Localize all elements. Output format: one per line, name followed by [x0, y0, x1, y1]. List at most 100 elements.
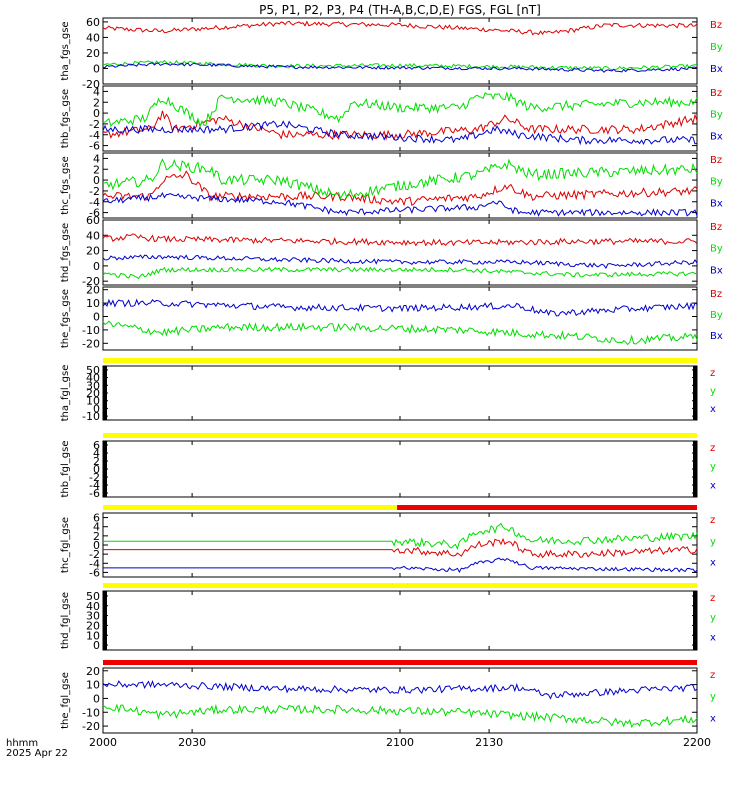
y-tick-label: 2 — [93, 163, 100, 176]
y-tick-label: 4 — [93, 521, 100, 534]
y-tick-label: 10 — [86, 297, 100, 310]
x-tick-label: 2200 — [683, 736, 711, 749]
y-tick-label: 2 — [93, 530, 100, 543]
y-tick-label: 20 — [86, 47, 100, 60]
y-tick-label: 20 — [86, 619, 100, 632]
legend-By: By — [710, 310, 723, 321]
series-line-Bx — [102, 120, 698, 146]
y-tick-label: -4 — [89, 196, 100, 209]
legend-y: y — [710, 613, 716, 624]
series-line-By — [102, 91, 698, 128]
series-line-y — [102, 703, 698, 729]
y-tick-label: 0 — [93, 639, 100, 652]
legend-x: x — [710, 480, 716, 491]
series-line-By — [102, 266, 698, 280]
series-line-Bx — [102, 192, 698, 217]
y-tick-label: -2 — [89, 185, 100, 198]
panel-frame — [102, 365, 698, 421]
y-tick-label: 40 — [86, 372, 100, 385]
y-tick-label: 50 — [86, 590, 100, 603]
legend-y: y — [710, 462, 716, 473]
y-tick-label: 2 — [93, 96, 100, 109]
legend-By: By — [710, 110, 723, 121]
status-bar — [103, 433, 697, 438]
y-tick-label: -2 — [89, 471, 100, 484]
x-tick-label: 2030 — [178, 736, 206, 749]
legend-x: x — [710, 404, 716, 415]
x-tick-label: 2000 — [89, 736, 117, 749]
y-tick-label: 30 — [86, 379, 100, 392]
y-tick-label: 40 — [86, 31, 100, 44]
panel-ylabel: the_fgl_gse — [60, 672, 71, 729]
series-line-x — [103, 557, 698, 574]
status-bar — [103, 660, 697, 665]
y-tick-label: 6 — [93, 512, 100, 525]
y-tick-label: 2 — [93, 455, 100, 468]
legend-y: y — [710, 692, 716, 703]
legend-Bx: Bx — [710, 331, 723, 342]
y-tick-label: -10 — [82, 324, 100, 337]
y-tick-label: 20 — [86, 387, 100, 400]
y-tick-label: -20 — [82, 720, 100, 733]
footer-label-hhmm: hhmm — [6, 738, 38, 749]
status-bar — [103, 583, 697, 588]
x-axis: 2000 2030 2100 2130 2200 — [89, 736, 711, 749]
y-tick-label: -4 — [89, 557, 100, 570]
panel-ylabel: the_fgs_gse — [60, 289, 71, 348]
series-line-Bz — [102, 170, 698, 207]
y-tick-label: -6 — [89, 207, 100, 220]
y-tick-label: -10 — [82, 410, 100, 423]
legend-y: y — [710, 386, 716, 397]
y-tick-label: -20 — [82, 78, 100, 91]
y-tick-label: -10 — [82, 706, 100, 719]
y-tick-label: 20 — [86, 284, 100, 297]
series-line-Bx — [102, 254, 698, 269]
series-line-Bx — [102, 298, 698, 317]
panel-frame — [102, 440, 698, 498]
legend-By: By — [710, 244, 723, 255]
panel-ylabel: tha_fgl_gse — [60, 365, 71, 422]
y-tick-label: 60 — [86, 214, 100, 227]
y-tick-label: 0 — [93, 174, 100, 187]
legend-Bz: Bz — [710, 88, 722, 99]
legend-z: z — [710, 670, 715, 681]
x-tick-label: 2100 — [386, 736, 414, 749]
panel-frame — [102, 152, 698, 219]
y-tick-label: -6 — [89, 566, 100, 579]
y-tick-label: 20 — [86, 665, 100, 678]
legend-z: z — [710, 593, 715, 604]
series-line-Bz — [102, 233, 698, 247]
legend-x: x — [710, 632, 716, 643]
status-bar — [103, 358, 697, 363]
status-bar-segment — [397, 505, 697, 510]
legend-Bz: Bz — [710, 289, 722, 300]
status-bar-segment — [103, 505, 398, 510]
y-tick-label: 0 — [93, 62, 100, 75]
legend-y: y — [710, 536, 716, 547]
y-tick-label: -2 — [89, 118, 100, 131]
panel-frame — [102, 590, 698, 651]
y-tick-label: 60 — [86, 16, 100, 29]
x-tick-label: 2130 — [475, 736, 503, 749]
legend-Bz: Bz — [710, 20, 722, 31]
y-tick-label: 4 — [93, 447, 100, 460]
legend-z: z — [710, 368, 715, 379]
series-line-z — [103, 537, 698, 559]
panel-thc_fgs_gse: 420-2-4-6 thc_fgs_gse Bz By Bx — [60, 152, 723, 219]
panel-tha_fgs_gse: 60 40 20 0 -20 tha_fgs_gse Bz By Bx — [60, 16, 723, 91]
panel-ylabel: thd_fgl_gse — [60, 592, 71, 649]
y-tick-label: -2 — [89, 548, 100, 561]
y-tick-label: 40 — [86, 229, 100, 242]
series-line-y — [103, 522, 698, 550]
y-tick-label: -20 — [82, 275, 100, 288]
panel-ylabel: thb_fgs_gse — [60, 89, 71, 148]
panel-ylabel: thb_fgl_gse — [60, 441, 71, 498]
legend-Bx: Bx — [710, 131, 723, 142]
y-tick-label: 0 — [93, 107, 100, 120]
